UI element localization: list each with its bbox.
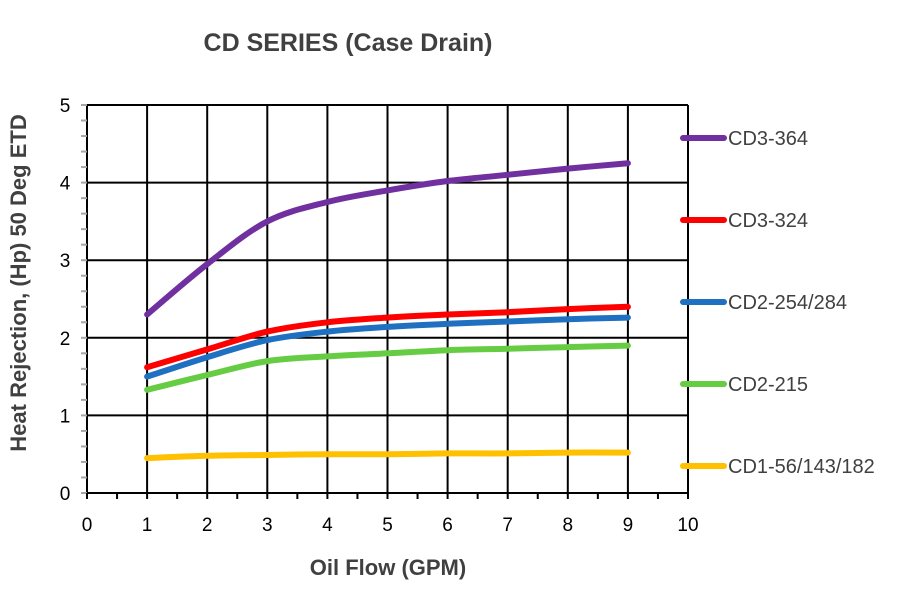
series-line-cd3-324 [144,303,631,371]
legend-label-cd3-364: CD3-364 [728,128,808,150]
x-tick-label-8: 8 [563,515,574,536]
series-line-cd1-56-143-182 [144,449,631,462]
legend: CD3-364 CD3-324 CD2-254/284 CD2-215 CD1-56/1… [680,128,875,478]
x-axis-title: Oil Flow (GPM) [310,555,466,580]
chart-title: CD SERIES (Case Drain) [204,29,493,57]
x-tick-label-10: 10 [677,515,698,536]
x-tick-label-4: 4 [322,515,333,536]
x-tick-label-3: 3 [262,515,273,536]
y-tick-label-0: 0 [60,484,71,505]
x-tick-label-9: 9 [623,515,634,536]
x-tick-label-5: 5 [382,515,393,536]
legend-label-cd2-254-284: CD2-254/284 [728,292,847,314]
axes [81,104,689,499]
tick-labels: 0 1 2 3 4 5 6 7 8 9 10 0 1 2 3 4 5 [60,96,699,536]
legend-label-cd3-324: CD3-324 [728,210,808,232]
series-line-cd2-254-284 [144,314,631,380]
legend-label-cd2-215: CD2-215 [728,374,808,396]
x-tick-label-6: 6 [442,515,453,536]
y-axis-title: Heat Rejection, (Hp) 50 Deg ETD [6,114,31,451]
series-line-cd3-364 [144,160,631,318]
y-tick-label-3: 3 [60,251,71,272]
x-tick-label-2: 2 [202,515,213,536]
y-tick-label-4: 4 [60,174,71,195]
x-tick-label-0: 0 [82,515,93,536]
x-tick-label-1: 1 [142,515,153,536]
x-tick-label-7: 7 [502,515,513,536]
series-line-cd2-215 [144,342,631,393]
grid-lines [87,104,689,493]
y-tick-label-2: 2 [60,329,71,350]
y-tick-label-5: 5 [60,96,71,117]
data-series [144,160,631,462]
y-tick-label-1: 1 [60,406,71,427]
legend-label-cd1-56-143-182: CD1-56/143/182 [728,456,875,478]
